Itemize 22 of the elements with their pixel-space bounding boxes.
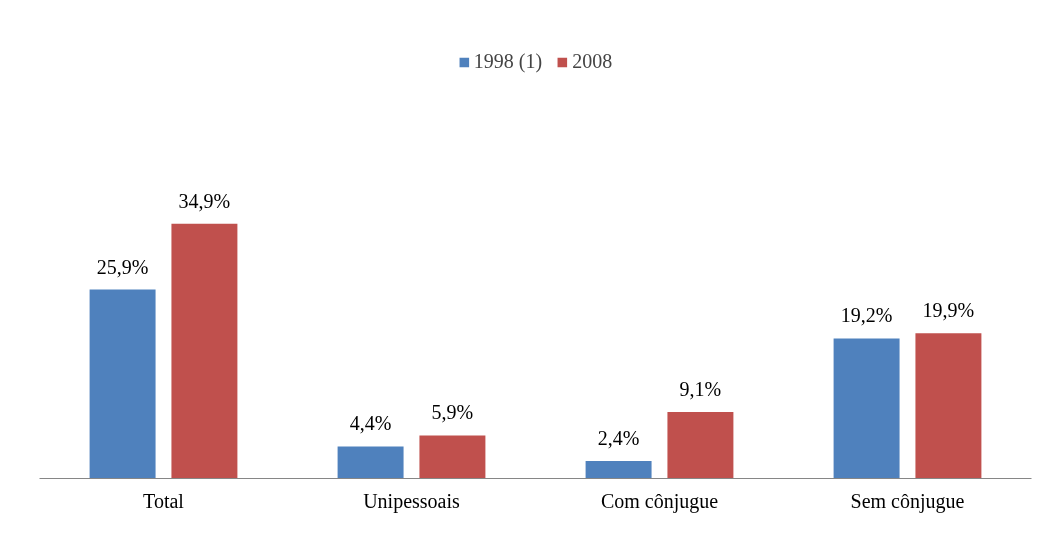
bar <box>667 412 734 479</box>
x-tick-label: Sem cônjugue <box>850 489 965 513</box>
bar <box>585 460 652 479</box>
bar <box>171 223 238 479</box>
data-label: 34,9% <box>178 189 231 212</box>
data-label: 9,1% <box>679 378 722 401</box>
data-label: 2,4% <box>597 426 640 449</box>
bar <box>89 289 156 479</box>
x-tick-label: Total <box>143 489 185 512</box>
data-label: 19,2% <box>840 304 893 327</box>
legend-label: 2008 <box>572 50 613 73</box>
legend-label: 1998 (1) <box>473 50 543 73</box>
data-label: 25,9% <box>96 255 149 278</box>
data-label: 4,4% <box>349 412 392 435</box>
bar <box>833 338 900 479</box>
bar <box>419 435 486 479</box>
data-label: 19,9% <box>922 299 975 322</box>
x-tick-label: Com cônjugue <box>600 489 719 513</box>
data-label: 5,9% <box>431 401 474 424</box>
bar <box>915 333 982 479</box>
bar <box>337 446 404 479</box>
x-tick-label: Unipessoais <box>363 489 461 513</box>
